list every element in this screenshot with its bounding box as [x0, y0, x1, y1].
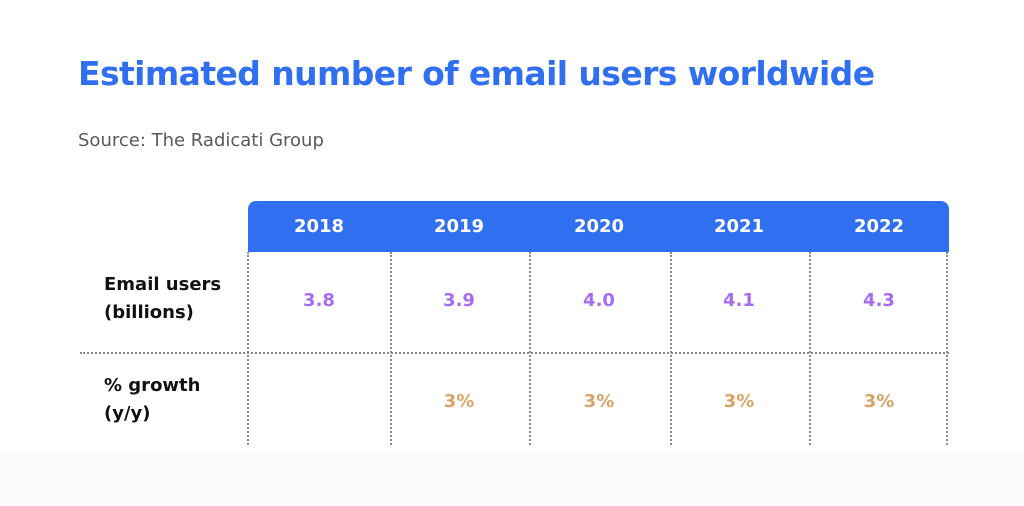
users-value-2018: 3.8 [303, 290, 335, 311]
column-header-2022: 2022 [853, 216, 905, 237]
growth-value-2019: 3% [443, 391, 475, 412]
users-value-2019: 3.9 [443, 290, 475, 311]
users-value-2022: 4.3 [863, 290, 895, 311]
column-divider [670, 252, 672, 445]
row-label-line: Email users [104, 274, 222, 295]
column-divider [529, 252, 531, 445]
table-header-bar [248, 201, 949, 252]
column-divider [390, 252, 392, 445]
column-divider [809, 252, 811, 445]
chart-title: Estimated number of email users worldwid… [78, 54, 875, 93]
column-divider [946, 252, 948, 445]
growth-value-2021: 3% [723, 391, 755, 412]
users-value-2020: 4.0 [583, 290, 615, 311]
source-note: Source: The Radicati Group [78, 130, 324, 151]
row-label-email-users: Email users (billions) [104, 271, 221, 327]
row-label-line: % growth [104, 375, 201, 396]
column-header-2020: 2020 [573, 216, 625, 237]
row-label-line: (y/y) [104, 403, 151, 424]
footer-band [0, 450, 1024, 506]
column-header-2021: 2021 [713, 216, 765, 237]
row-label-line: (billions) [104, 302, 194, 323]
users-value-2021: 4.1 [723, 290, 755, 311]
column-header-2018: 2018 [293, 216, 345, 237]
row-divider [80, 352, 949, 354]
column-divider [247, 252, 249, 445]
row-label-growth: % growth (y/y) [104, 372, 200, 428]
column-header-2019: 2019 [433, 216, 485, 237]
growth-value-2022: 3% [863, 391, 895, 412]
growth-value-2020: 3% [583, 391, 615, 412]
